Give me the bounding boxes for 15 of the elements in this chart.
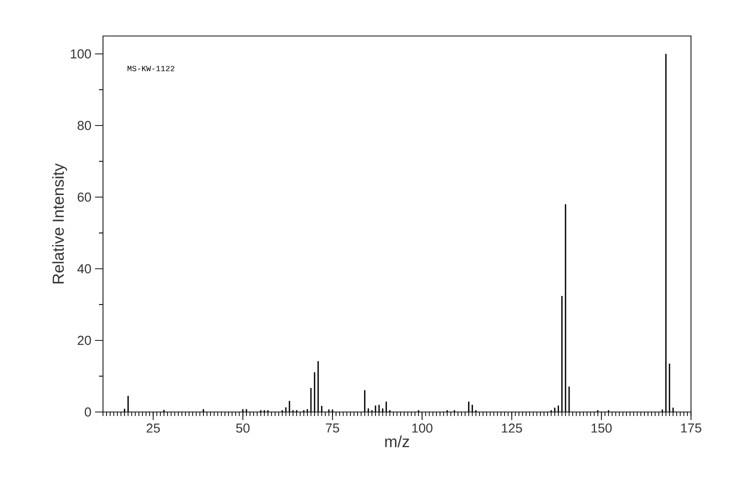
x-tick-label: 50 [236, 424, 250, 433]
x-tick-label: 25 [146, 424, 160, 433]
y-tick-label: 0 [84, 407, 91, 417]
x-tick-label: 75 [326, 424, 340, 433]
x-tick-label: 175 [681, 424, 702, 433]
x-tick-label: 100 [412, 424, 432, 433]
y-tick-label: 20 [78, 336, 91, 345]
y-tick-label: 40 [77, 264, 91, 274]
y-tick-label: 80 [78, 120, 91, 130]
x-tick-label: 150 [592, 424, 612, 433]
y-tick-label: 100 [70, 49, 91, 58]
x-tick-label: 125 [502, 424, 522, 433]
y-tick-label: 60 [78, 192, 91, 202]
y-axis-title: Relative Intensity [52, 163, 68, 284]
x-axis-title: m/z [385, 436, 410, 448]
